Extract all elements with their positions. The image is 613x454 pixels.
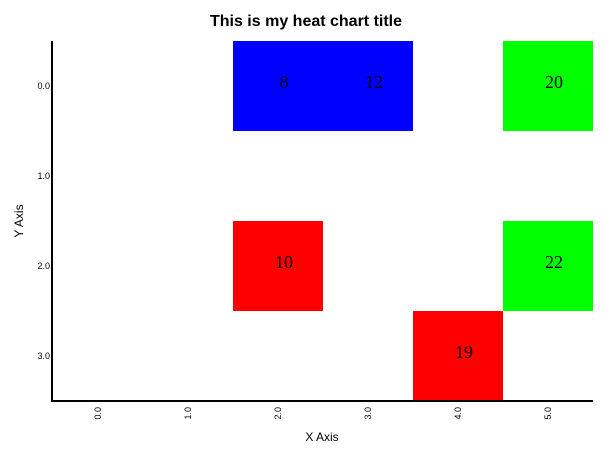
x-axis-ticks: 0.0 1.0 2.0 3.0 4.0 5.0 (93, 407, 553, 420)
y-axis-ticks: 0.0 1.0 2.0 3.0 (37, 81, 50, 361)
y-tick-label: 0.0 (37, 81, 50, 91)
x-axis-label: X Axis (305, 430, 338, 444)
cell-value-label: 10 (275, 252, 293, 272)
x-tick-label: 5.0 (543, 407, 553, 420)
chart-title: This is my heat chart title (210, 13, 402, 30)
heatmap-cell (233, 41, 323, 131)
cell-value-label: 22 (545, 252, 563, 272)
cell-value-label: 20 (545, 72, 563, 92)
x-tick-label: 3.0 (363, 407, 373, 420)
cell-value-label: 19 (455, 342, 473, 362)
x-tick-label: 0.0 (93, 407, 103, 420)
heatmap-cell-labels: 8 12 20 10 22 19 (275, 72, 563, 362)
heatmap-cell (413, 311, 503, 401)
x-tick-label: 2.0 (273, 407, 283, 420)
heatmap-cell (503, 221, 593, 311)
x-tick-label: 4.0 (453, 407, 463, 420)
y-tick-label: 3.0 (37, 351, 50, 361)
heatmap-cell (503, 41, 593, 131)
cell-value-label: 8 (280, 72, 289, 92)
cell-value-label: 12 (365, 72, 383, 92)
heatmap-cell (323, 41, 413, 131)
y-tick-label: 2.0 (37, 261, 50, 271)
y-tick-label: 1.0 (37, 171, 50, 181)
y-axis-label: Y Axis (12, 204, 26, 237)
heatmap-cells (233, 41, 593, 401)
x-tick-label: 1.0 (183, 407, 193, 420)
heatmap-cell (233, 221, 323, 311)
